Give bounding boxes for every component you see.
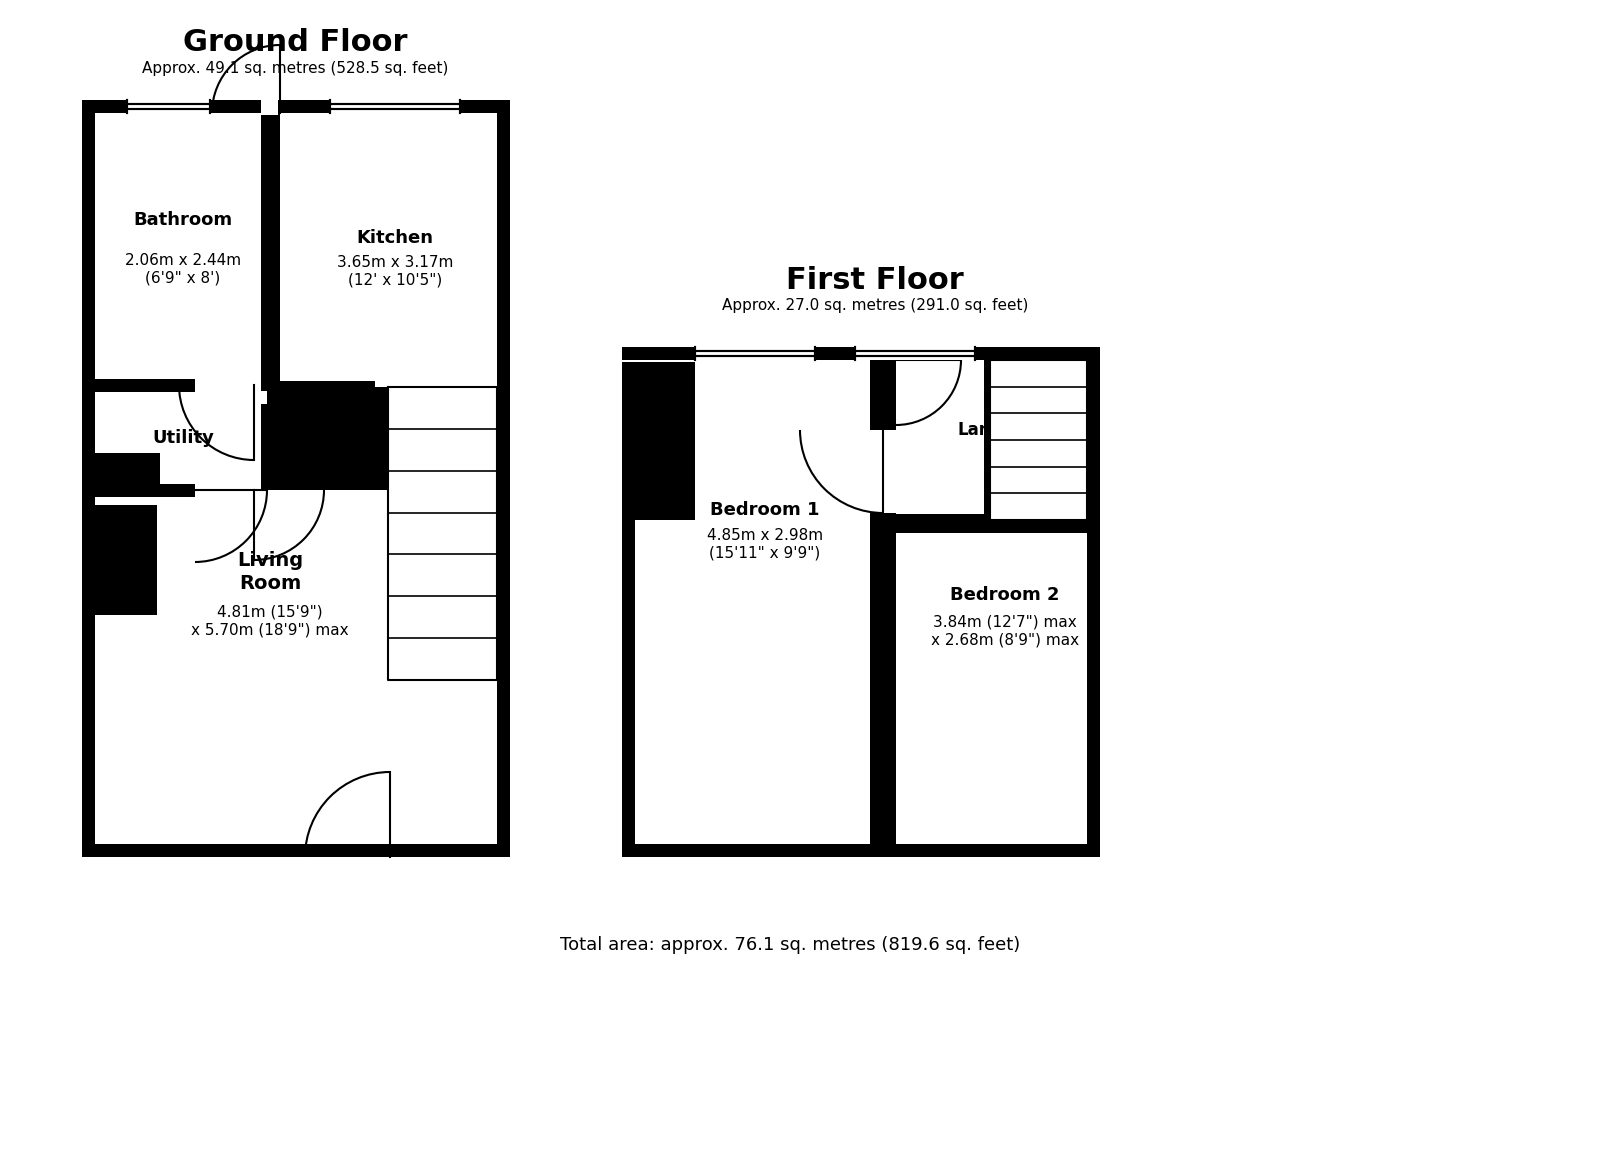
Text: Landing: Landing <box>958 421 1032 438</box>
Text: x 5.70m (18'9") max: x 5.70m (18'9") max <box>190 622 349 637</box>
Bar <box>622 347 1101 857</box>
Text: 4.81m (15'9"): 4.81m (15'9") <box>218 605 323 620</box>
Text: Kitchen: Kitchen <box>357 229 434 247</box>
Text: 3.65m x 3.17m: 3.65m x 3.17m <box>338 255 453 270</box>
Bar <box>82 454 160 490</box>
Bar <box>461 100 510 113</box>
Bar <box>635 361 694 520</box>
Bar <box>94 113 267 385</box>
Text: (12' x 10'5"): (12' x 10'5") <box>347 272 442 287</box>
Text: Ground Floor: Ground Floor <box>182 28 408 57</box>
Bar <box>635 361 870 844</box>
Bar <box>870 430 909 513</box>
Text: 3.84m (12'7") max: 3.84m (12'7") max <box>933 614 1077 629</box>
Bar <box>389 680 498 844</box>
Text: 4.85m x 2.98m: 4.85m x 2.98m <box>707 528 822 542</box>
Bar <box>261 98 278 115</box>
Bar <box>82 505 157 615</box>
Bar <box>814 347 854 361</box>
Text: First Floor: First Floor <box>786 265 963 294</box>
Text: Bathroom: Bathroom <box>133 211 232 229</box>
Bar <box>195 391 267 404</box>
Text: Approx. 27.0 sq. metres (291.0 sq. feet): Approx. 27.0 sq. metres (291.0 sq. feet) <box>722 298 1029 313</box>
Bar <box>261 100 274 490</box>
Bar <box>854 347 974 361</box>
Text: Room: Room <box>238 573 301 592</box>
Bar <box>94 379 195 392</box>
Text: x 2.68m (8'9") max: x 2.68m (8'9") max <box>931 633 1078 648</box>
Bar <box>896 361 1086 520</box>
Text: 2.06m x 2.44m: 2.06m x 2.44m <box>125 252 242 267</box>
Text: (6'9" x 8'): (6'9" x 8') <box>146 271 221 285</box>
Bar <box>126 100 210 113</box>
Bar <box>883 514 1101 527</box>
Bar <box>990 361 1086 520</box>
Bar <box>694 347 814 361</box>
Bar <box>306 863 390 880</box>
Bar <box>195 495 267 509</box>
Text: Bedroom 1: Bedroom 1 <box>710 501 819 519</box>
Bar <box>330 100 461 113</box>
Bar <box>330 100 461 113</box>
Text: Approx. 49.1 sq. metres (528.5 sq. feet): Approx. 49.1 sq. metres (528.5 sq. feet) <box>142 60 448 76</box>
Bar <box>210 100 330 113</box>
Bar <box>896 533 1086 844</box>
Bar <box>854 347 974 361</box>
Text: Living: Living <box>237 550 302 570</box>
Text: Utility: Utility <box>152 429 214 447</box>
Bar <box>94 385 267 490</box>
Bar <box>877 347 890 857</box>
Bar <box>990 361 1086 520</box>
Bar <box>622 347 694 361</box>
Bar <box>280 113 498 387</box>
Text: Total area: approx. 76.1 sq. metres (819.6 sq. feet): Total area: approx. 76.1 sq. metres (819… <box>560 936 1021 954</box>
Bar <box>389 387 498 680</box>
Text: Bedroom 2: Bedroom 2 <box>950 586 1059 604</box>
Bar <box>618 345 702 362</box>
Bar <box>267 381 374 394</box>
Bar <box>94 490 498 844</box>
Bar <box>974 347 1101 361</box>
Text: C: C <box>102 456 110 469</box>
Bar <box>984 347 997 520</box>
Bar <box>82 100 510 857</box>
Bar <box>694 347 814 361</box>
Bar <box>389 387 498 680</box>
Bar <box>82 100 126 113</box>
Text: (15'11" x 9'9"): (15'11" x 9'9") <box>709 545 821 561</box>
Bar <box>126 100 210 113</box>
Bar <box>94 484 195 497</box>
